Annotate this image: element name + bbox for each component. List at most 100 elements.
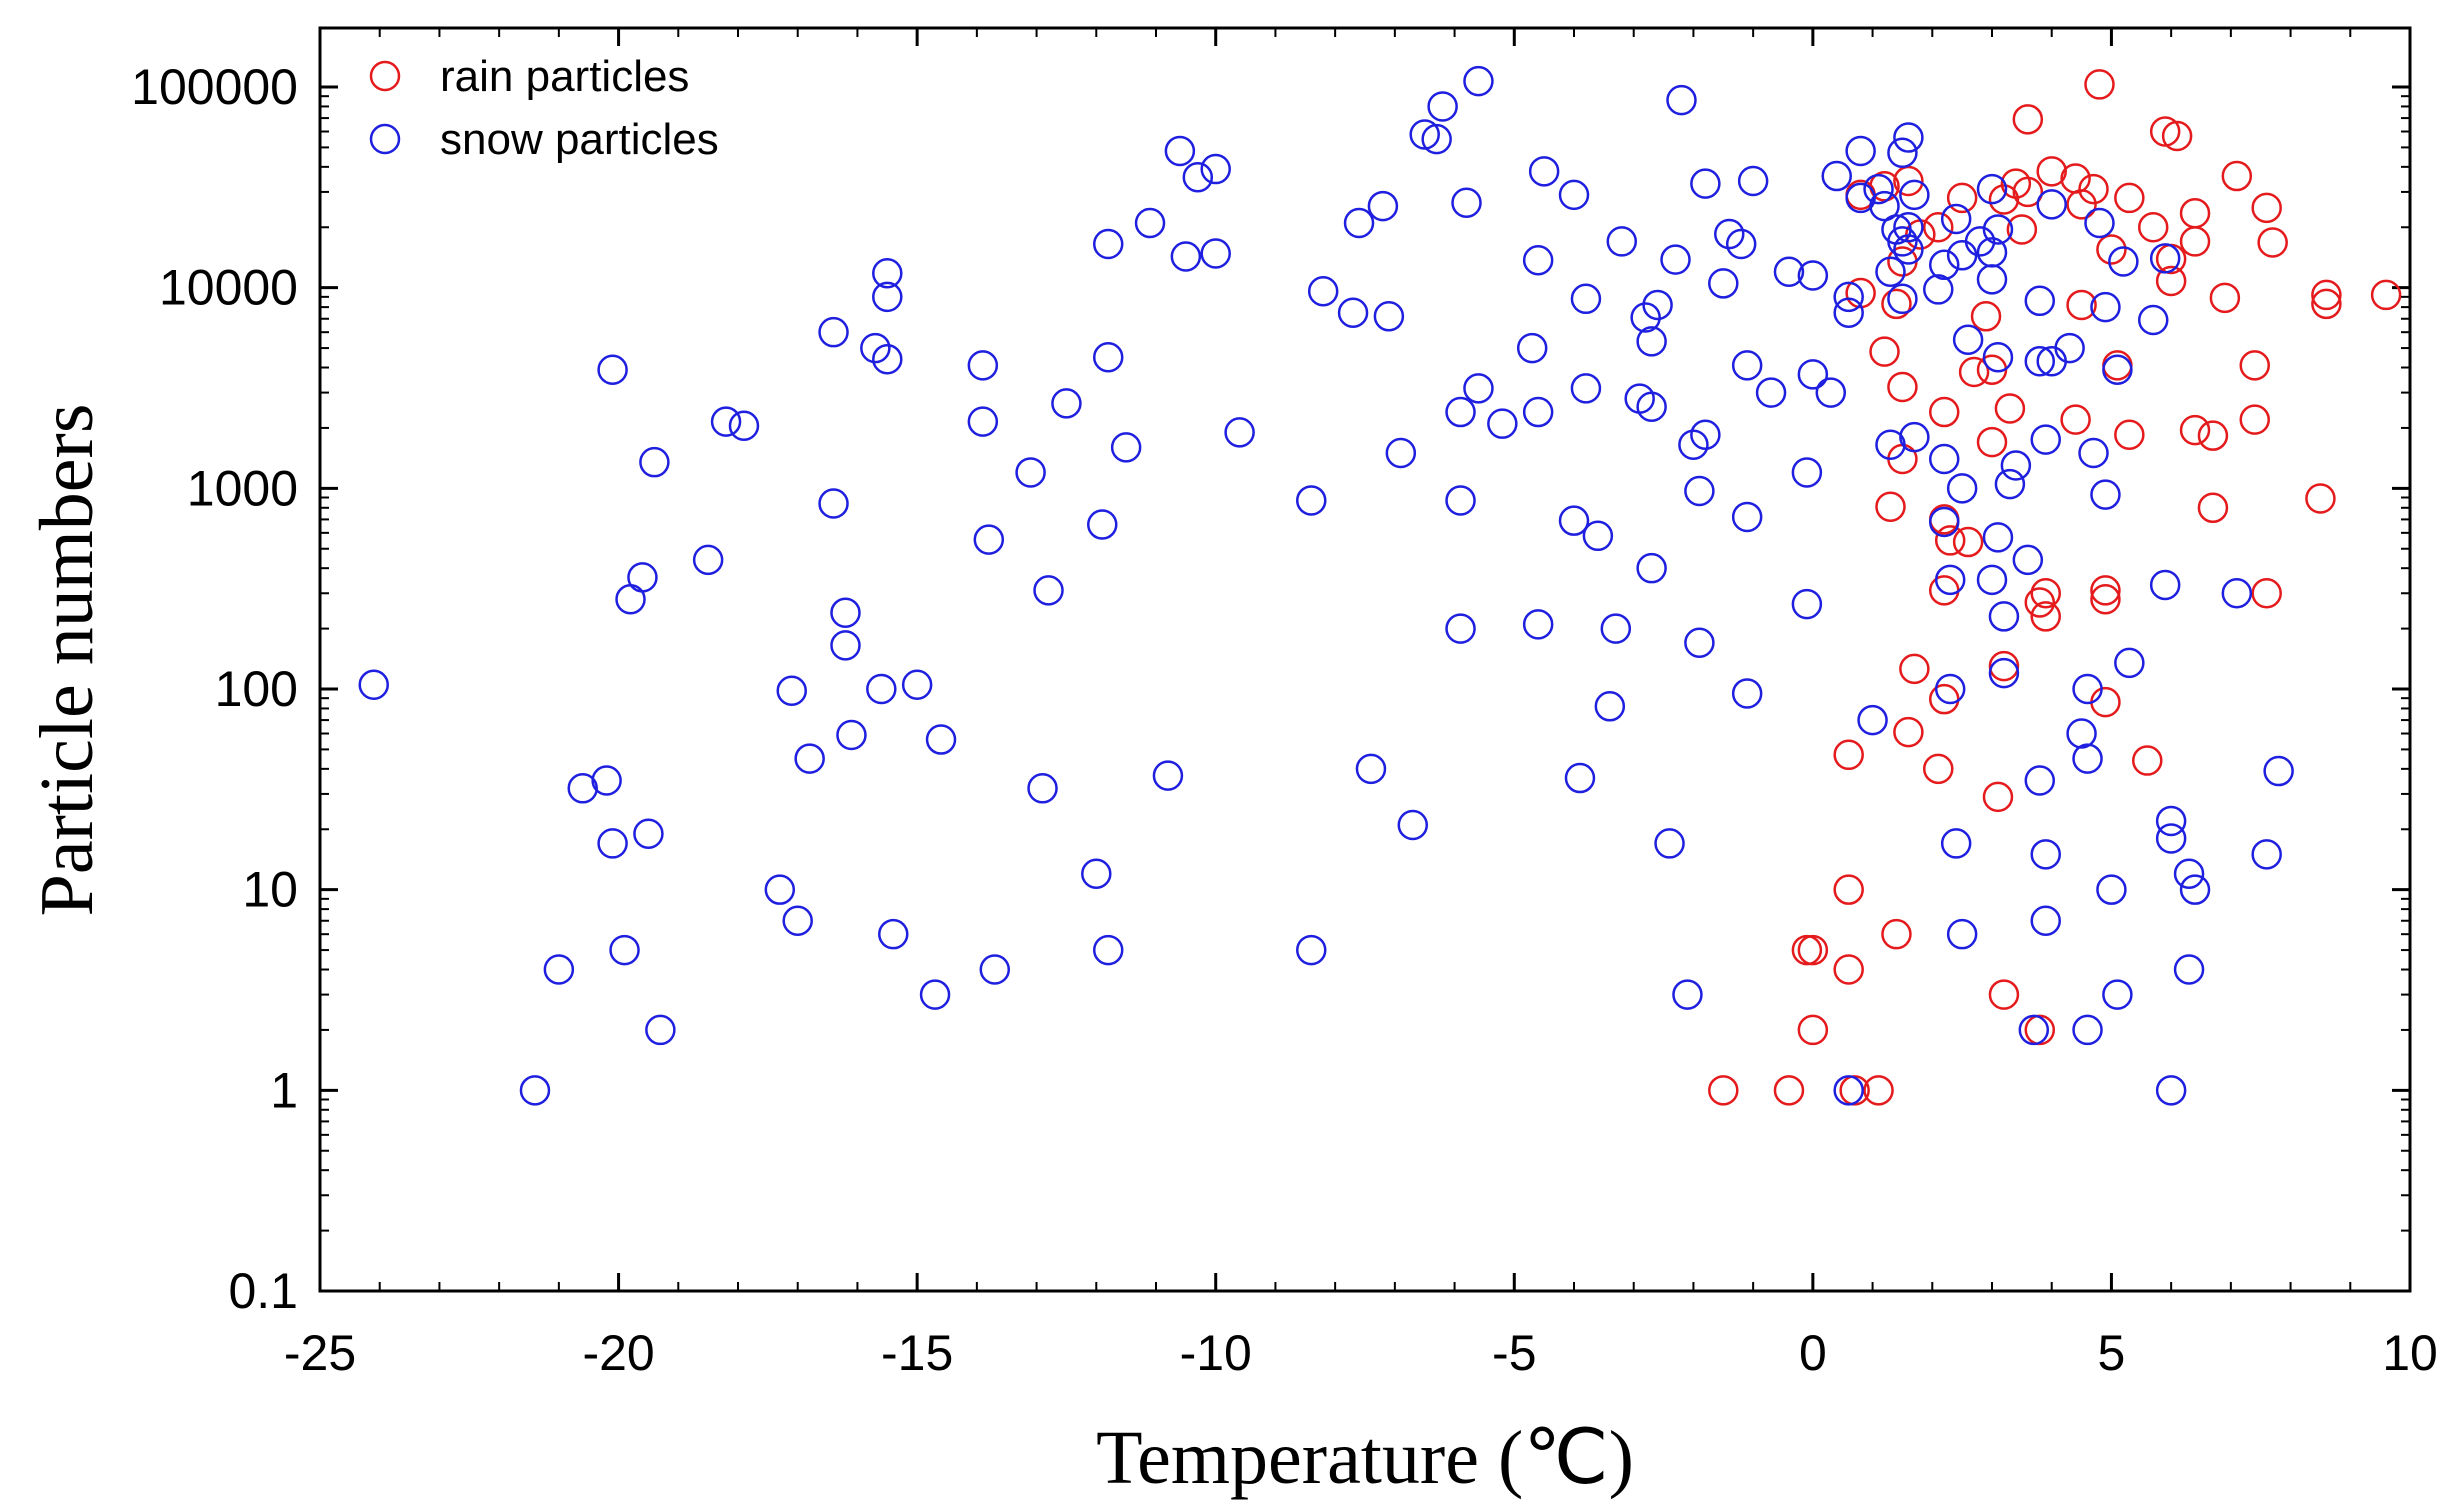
snow-point — [1893, 234, 1924, 265]
snow-point — [1773, 256, 1805, 288]
snow-point — [860, 332, 891, 364]
snow-point — [1600, 613, 1632, 644]
snow-point — [1445, 396, 1476, 428]
snow-point — [2137, 304, 2169, 336]
snow-point — [2030, 839, 2061, 870]
snow-point — [2149, 243, 2181, 274]
snow-point — [1015, 457, 1046, 488]
rain-point — [1899, 653, 1930, 685]
snow-point — [1385, 437, 1417, 469]
snow-point — [1081, 858, 1112, 890]
snow-point — [2066, 718, 2097, 749]
snow-point — [1946, 473, 1978, 504]
rain-point — [2132, 745, 2163, 776]
snow-point — [901, 669, 933, 700]
x-tick-label: -20 — [582, 1325, 654, 1381]
x-tick-label: 0 — [1799, 1325, 1827, 1381]
rain-point — [2060, 404, 2091, 435]
snow-point — [2078, 437, 2109, 469]
snow-point — [925, 724, 957, 755]
snow-point — [1731, 678, 1763, 709]
snow-point — [1952, 324, 1984, 356]
rain-point — [2197, 492, 2229, 524]
snow-point — [2173, 954, 2205, 985]
snow-point — [1296, 934, 1327, 966]
snow-point — [2084, 207, 2115, 239]
snow-point — [1791, 588, 1823, 620]
snow-point — [1421, 123, 1452, 155]
rain-point — [1833, 874, 1864, 905]
snow-point — [2012, 544, 2044, 576]
snow-point — [1964, 226, 1996, 257]
rain-point — [1976, 426, 2008, 458]
rain-point — [2006, 214, 2038, 245]
snow-point — [2251, 839, 2282, 870]
rain-point — [2257, 227, 2288, 258]
snow-point — [1570, 373, 1602, 404]
rain-series — [1708, 69, 2402, 1106]
snow-point — [1976, 173, 2008, 205]
rain-point — [2179, 226, 2211, 257]
y-axis-title: Particle numbers — [25, 404, 109, 917]
snow-point — [1857, 704, 1888, 736]
snow-point — [1708, 268, 1739, 299]
snow-point — [1755, 377, 1787, 408]
snow-point — [1875, 256, 1906, 288]
snow-point — [2108, 246, 2139, 277]
snow-point — [2030, 905, 2061, 937]
snow-point — [1928, 249, 1960, 281]
rain-point — [2149, 116, 2181, 147]
snow-point — [776, 675, 807, 707]
rain-point — [1928, 504, 1960, 535]
snow-point — [818, 488, 849, 519]
rain-point — [2090, 575, 2121, 606]
snow-point — [2024, 345, 2056, 377]
rain-point — [2024, 1014, 2056, 1046]
snow-point — [1134, 207, 1166, 239]
rain-point — [2084, 69, 2115, 100]
snow-point — [1994, 468, 2026, 500]
snow-point — [597, 354, 628, 385]
x-axis: -25 -20 -15 -10 -5 0 5 10 — [284, 28, 2438, 1381]
snow-point — [639, 446, 670, 478]
snow-point — [1092, 228, 1124, 260]
snow-point — [782, 905, 813, 937]
snow-point — [2221, 578, 2253, 609]
snow-point — [836, 719, 867, 751]
snow-point — [1737, 165, 1769, 197]
snow-point — [1988, 657, 2020, 689]
rain-point — [1773, 1075, 1805, 1106]
plot-frame — [318, 26, 2412, 1293]
snow-point — [2096, 874, 2127, 905]
rain-point — [2090, 686, 2121, 718]
snow-point — [1791, 457, 1823, 488]
rain-point — [2221, 160, 2253, 192]
snow-point — [1522, 244, 1554, 276]
rain-point — [1928, 396, 1960, 428]
x-tick-label: 10 — [2382, 1325, 2438, 1381]
snow-point — [1893, 212, 1924, 243]
rain-point — [2179, 197, 2211, 229]
snow-point — [1684, 627, 1715, 659]
snow-point — [979, 954, 1011, 985]
snow-point — [1833, 281, 1864, 313]
snow-point — [2036, 189, 2067, 220]
snow-point — [1445, 613, 1476, 644]
snow-point — [1940, 828, 1972, 859]
rain-point — [2090, 584, 2121, 615]
rain-point — [2251, 192, 2282, 224]
rain-point — [1797, 1014, 1829, 1046]
x-tick-label: -25 — [284, 1325, 356, 1381]
legend-rain-marker — [369, 60, 401, 92]
snow-point — [967, 406, 999, 437]
snow-point — [1516, 332, 1548, 364]
snow-point — [1182, 162, 1214, 193]
snow-point — [1821, 160, 1852, 192]
snow-point — [1797, 260, 1829, 291]
snow-point — [627, 562, 658, 593]
rain-point — [1797, 934, 1829, 966]
snow-point — [1307, 275, 1339, 307]
snow-point — [1690, 168, 1721, 199]
snow-point — [2263, 755, 2294, 787]
rain-point — [1881, 918, 1912, 950]
